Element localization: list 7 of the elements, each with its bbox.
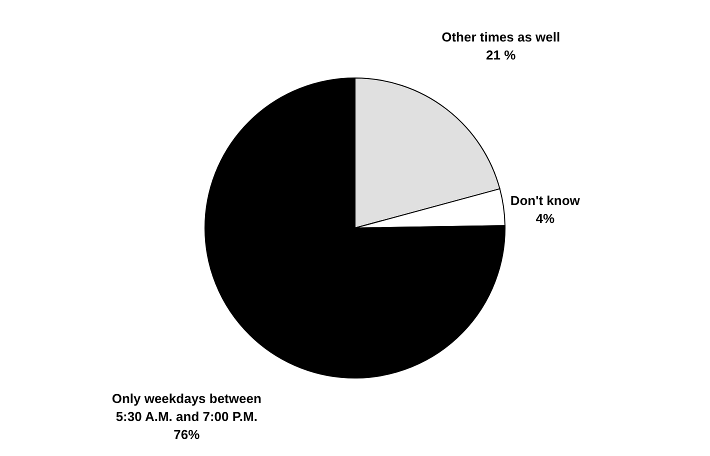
data-label: 4%: [536, 211, 555, 226]
slice-label: Don't know: [510, 193, 581, 208]
slice-label: Only weekdays between 5:30 A.M. and 7:00 P.M.: [112, 391, 262, 424]
data-label: 21 %: [486, 47, 516, 62]
data-label: 76%: [174, 427, 200, 442]
pie-slice: [204, 78, 506, 378]
slice-label: Other times as well: [442, 29, 560, 44]
